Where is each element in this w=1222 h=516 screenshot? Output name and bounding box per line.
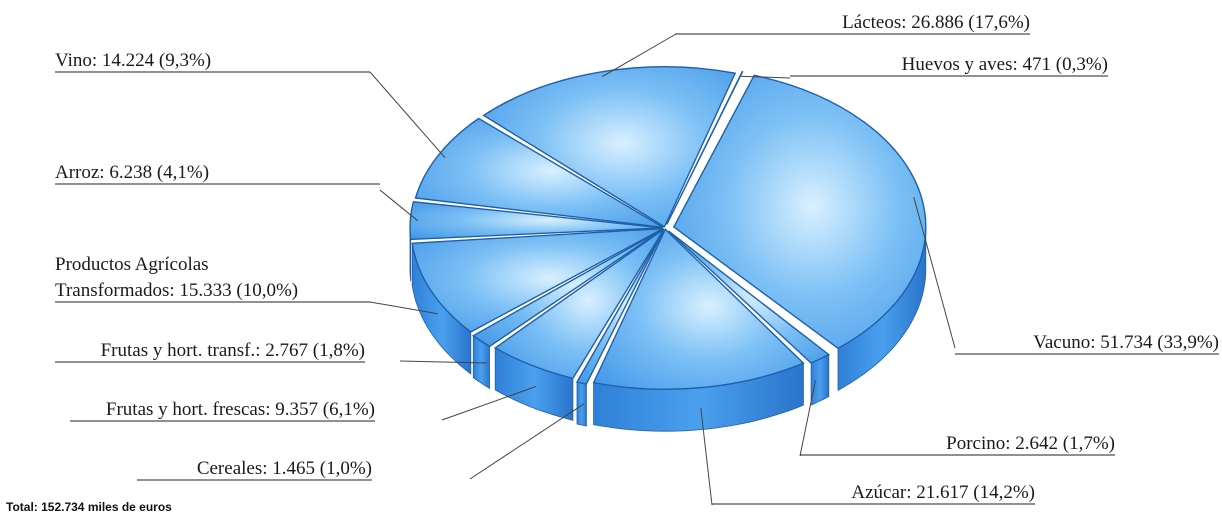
label-azucar: Azúcar: 21.617 (14,2%) xyxy=(851,482,1035,503)
leader-line-vacuno xyxy=(913,197,956,349)
label-productos-agricolas-transformados-line-1: Productos Agrícolas xyxy=(55,254,209,275)
leader-line-arroz xyxy=(379,189,419,222)
slice-vino xyxy=(414,117,664,229)
leader-line-cereales xyxy=(469,403,585,480)
slice-azucar xyxy=(592,228,805,390)
leader-line-vino xyxy=(369,71,446,158)
leader-line-frutas-y-hort-frescas xyxy=(441,386,537,421)
leader-line-huevos-y-aves xyxy=(740,75,791,79)
leader-line-azucar xyxy=(700,407,713,506)
label-productos-agricolas-transformados-line-2: Transformados: 15.333 (10,0%) xyxy=(55,280,298,301)
slice-frutas-y-hort-frescas xyxy=(493,228,665,380)
slice-huevos-y-aves xyxy=(666,70,744,225)
label-frutas-y-hort-transf: Frutas y hort. transf.: 2.767 (1,8%) xyxy=(101,340,365,361)
label-huevos-y-aves: Huevos y aves: 471 (0,3%) xyxy=(902,54,1108,75)
leader-line-productos-agricolas-transformados xyxy=(369,301,438,315)
label-arroz: Arroz: 6.238 (4,1%) xyxy=(55,162,209,183)
label-cereales: Cereales: 1.465 (1,0%) xyxy=(197,458,372,479)
leader-line-lacteos xyxy=(601,33,677,78)
slice-arroz xyxy=(409,201,663,241)
label-frutas-y-hort-frescas: Frutas y hort. frescas: 9.357 (6,1%) xyxy=(106,399,375,420)
total-label: Total: 152.734 miles de euros xyxy=(6,500,172,514)
slice-productos-agricolas-transformados xyxy=(411,227,664,333)
label-lacteos: Lácteos: 26.886 (17,6%) xyxy=(842,12,1030,33)
slice-frutas-y-hort-transf xyxy=(472,229,663,348)
label-vino: Vino: 14.224 (9,3%) xyxy=(55,50,211,71)
slice-vacuno xyxy=(672,74,927,350)
slice-cereales xyxy=(575,231,664,385)
slice-lacteos xyxy=(482,66,737,228)
label-vacuno: Vacuno: 51.734 (33,9%) xyxy=(1033,332,1219,353)
label-porcino: Porcino: 2.642 (1,7%) xyxy=(946,433,1115,454)
slice-side-cereales xyxy=(576,381,587,427)
leader-line-porcino xyxy=(799,380,816,457)
slice-porcino xyxy=(668,230,831,364)
leader-line-frutas-y-hort-transf xyxy=(399,360,487,364)
